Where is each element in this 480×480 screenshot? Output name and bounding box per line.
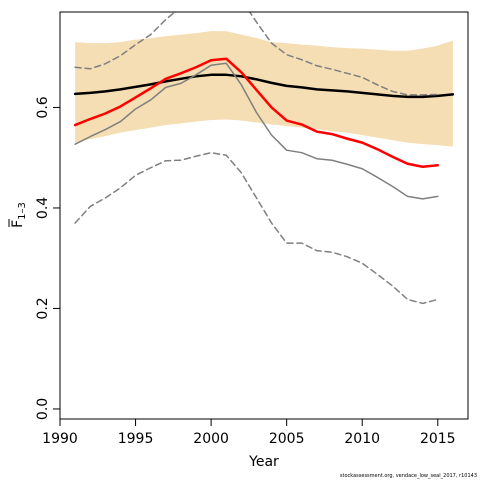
x-tick-label-2005: 2005 bbox=[269, 431, 305, 447]
y-axis-label: F1–3 bbox=[10, 202, 28, 228]
confidence-band-layer bbox=[75, 31, 453, 147]
y-tick-label-3: 0.6 bbox=[35, 96, 51, 118]
series-line-estimate-0 bbox=[73, 73, 455, 99]
y-tick-label-2: 0.4 bbox=[35, 197, 51, 219]
confidence-band bbox=[75, 31, 453, 147]
series-line-retro-estimate-2 bbox=[74, 62, 439, 200]
y-tick-label-1: 0.2 bbox=[35, 297, 51, 319]
y-axis-label-group: F1–3 bbox=[8, 202, 28, 228]
y-axis: 0.0 0.2 0.4 0.6 bbox=[35, 96, 60, 420]
credit-text: stockassessment.org, vendace_low_seal_20… bbox=[340, 473, 477, 479]
plot-frame bbox=[59, 11, 469, 420]
series-line-retro-estimate-1 bbox=[73, 57, 440, 169]
x-axis-label: Year bbox=[248, 454, 279, 470]
series-layer bbox=[73, 12, 455, 305]
x-tick-label-1995: 1995 bbox=[118, 431, 154, 447]
y-tick-label-0: 0.0 bbox=[35, 398, 51, 420]
x-tick-label-1990: 1990 bbox=[42, 431, 78, 447]
y-axis-label-sub: 1–3 bbox=[17, 202, 28, 220]
y-axis-label-main: F bbox=[10, 220, 26, 228]
x-tick-label-2010: 2010 bbox=[344, 431, 380, 447]
x-tick-label-2000: 2000 bbox=[193, 431, 229, 447]
series-line-retro-bound-4 bbox=[74, 151, 439, 305]
x-axis: 1990 1995 2000 2005 2010 2015 bbox=[42, 419, 456, 447]
series-line-retro-bound-3 bbox=[74, 12, 439, 96]
x-tick-label-2015: 2015 bbox=[420, 431, 456, 447]
